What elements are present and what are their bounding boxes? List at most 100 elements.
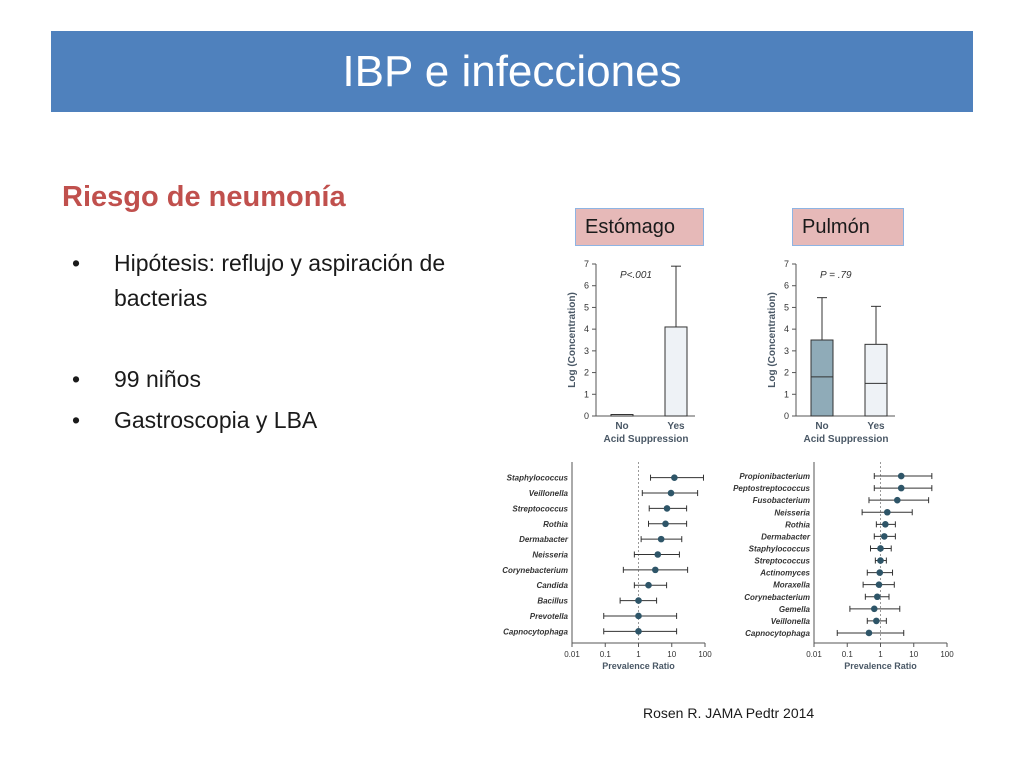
y-tick-label: 2	[784, 368, 789, 378]
category-label: Yes	[867, 421, 885, 432]
row-label: Streptococcus	[754, 557, 810, 566]
y-tick-label: 0	[784, 411, 789, 421]
title-bar: IBP e infecciones	[51, 31, 973, 112]
row-label: Capnocytophaga	[745, 629, 810, 638]
bullet-text: Gastroscopia y LBA	[114, 407, 318, 433]
bullet-list: • Hipótesis: reflujo y aspiración de bac…	[72, 246, 502, 438]
point-estimate	[877, 545, 884, 552]
y-tick-label: 5	[584, 302, 589, 312]
x-tick-label: 0.01	[564, 650, 580, 659]
y-tick-label: 0	[584, 411, 589, 421]
y-axis-label: Log (Concentration)	[567, 292, 578, 388]
y-tick-label: 1	[584, 389, 589, 399]
point-estimate	[865, 629, 873, 637]
point-estimate	[873, 593, 881, 601]
y-tick-label: 2	[584, 368, 589, 378]
y-axis-label: Log (Concentration)	[767, 292, 778, 388]
x-axis-label: Prevalence Ratio	[844, 661, 917, 671]
row-label: Peptostreptococcus	[733, 484, 810, 493]
y-tick-label: 3	[584, 346, 589, 356]
bullet-item: • Gastroscopia y LBA	[72, 403, 502, 438]
bullet-text: 99 niños	[114, 366, 201, 392]
x-axis-label: Acid Suppression	[603, 434, 688, 445]
slide-subtitle: Riesgo de neumonía	[62, 181, 346, 213]
y-tick-label: 7	[784, 259, 789, 269]
point-estimate	[635, 628, 642, 635]
row-label: Neisseria	[774, 508, 810, 517]
point-estimate	[635, 597, 642, 604]
row-label: Rothia	[785, 520, 810, 529]
point-estimate	[657, 535, 665, 543]
point-estimate	[662, 520, 669, 528]
p-value-annotation: P<.001	[620, 270, 652, 281]
y-tick-label: 4	[584, 324, 589, 334]
row-label: Veillonella	[771, 617, 811, 626]
row-label: Propionibacterium	[739, 472, 810, 481]
y-tick-label: 5	[784, 302, 789, 312]
category-label: No	[815, 421, 828, 432]
x-tick-label: 100	[940, 650, 954, 659]
point-estimate	[671, 474, 678, 481]
row-label: Corynebacterium	[502, 566, 568, 575]
x-axis-label: Acid Suppression	[803, 434, 888, 445]
category-label: No	[615, 421, 628, 432]
y-tick-label: 1	[784, 389, 789, 399]
category-label: Yes	[667, 421, 685, 432]
x-tick-label: 10	[909, 650, 918, 659]
point-estimate	[893, 496, 901, 504]
row-label: Rothia	[543, 520, 568, 529]
x-tick-label: 100	[698, 650, 712, 659]
point-estimate	[873, 617, 880, 625]
row-label: Bacillus	[537, 597, 568, 606]
point-estimate	[876, 569, 884, 576]
bullet-text: Hipótesis: reflujo y aspiración de bacte…	[114, 250, 446, 311]
row-label: Corynebacterium	[744, 593, 810, 602]
point-estimate	[897, 472, 905, 480]
bullet-item: • 99 niños	[72, 362, 502, 397]
tag-stomach: Estómago	[575, 208, 704, 246]
box	[864, 343, 888, 417]
point-estimate	[877, 557, 884, 564]
point-estimate	[882, 521, 889, 528]
tag-lung: Pulmón	[792, 208, 904, 246]
y-tick-label: 6	[584, 281, 589, 291]
point-estimate	[645, 581, 652, 589]
point-estimate	[870, 605, 878, 613]
point-estimate	[880, 533, 888, 540]
row-label: Gemella	[779, 605, 811, 614]
box	[610, 414, 634, 417]
x-tick-label: 10	[667, 650, 676, 659]
row-label: Veillonella	[529, 489, 569, 498]
y-tick-label: 4	[784, 324, 789, 334]
row-label: Streptococcus	[512, 504, 568, 513]
bullet-dot: •	[72, 250, 81, 276]
boxplot-lung: 0 1 2 3 4 5 6 7 Log (Concentration) P = .79 No Yes A…	[767, 259, 895, 445]
row-label: Fusobacterium	[753, 496, 810, 505]
row-label: Actinomyces	[759, 569, 810, 578]
row-label: Candida	[536, 581, 568, 590]
row-label: Moraxella	[773, 581, 810, 590]
x-tick-label: 0.1	[842, 650, 854, 659]
point-estimate	[875, 581, 883, 588]
row-label: Staphylococcus	[507, 474, 569, 483]
slide-title: IBP e infecciones	[342, 46, 682, 96]
bullet-dot: •	[72, 407, 81, 433]
x-axis-label: Prevalence Ratio	[602, 661, 675, 671]
box	[810, 339, 834, 417]
y-tick-label: 3	[784, 346, 789, 356]
point-estimate	[663, 505, 671, 512]
point-estimate	[651, 566, 659, 574]
row-label: Neisseria	[532, 551, 568, 560]
y-tick-label: 7	[584, 259, 589, 269]
boxplot-stomach: 0 1 2 3 4 5 6 7 Log (Concentration) P<.001 No Yes Ac…	[567, 259, 695, 445]
forest-plot-lung: 0.01 0.1 1 10 100 Prevalence Ratio Propionibac…	[733, 462, 954, 671]
x-tick-label: 0.1	[600, 650, 612, 659]
bullet-dot: •	[72, 366, 81, 392]
row-label: Staphylococcus	[749, 544, 811, 553]
point-estimate	[667, 489, 675, 497]
p-value-annotation: P = .79	[820, 270, 852, 281]
x-tick-label: 1	[878, 650, 883, 659]
row-label: Prevotella	[530, 612, 569, 621]
forest-plot-stomach: 0.01 0.1 1 10 100 Prevalence Ratio Staphylococ…	[502, 462, 712, 671]
bullet-item: • Hipótesis: reflujo y aspiración de bac…	[72, 246, 502, 316]
